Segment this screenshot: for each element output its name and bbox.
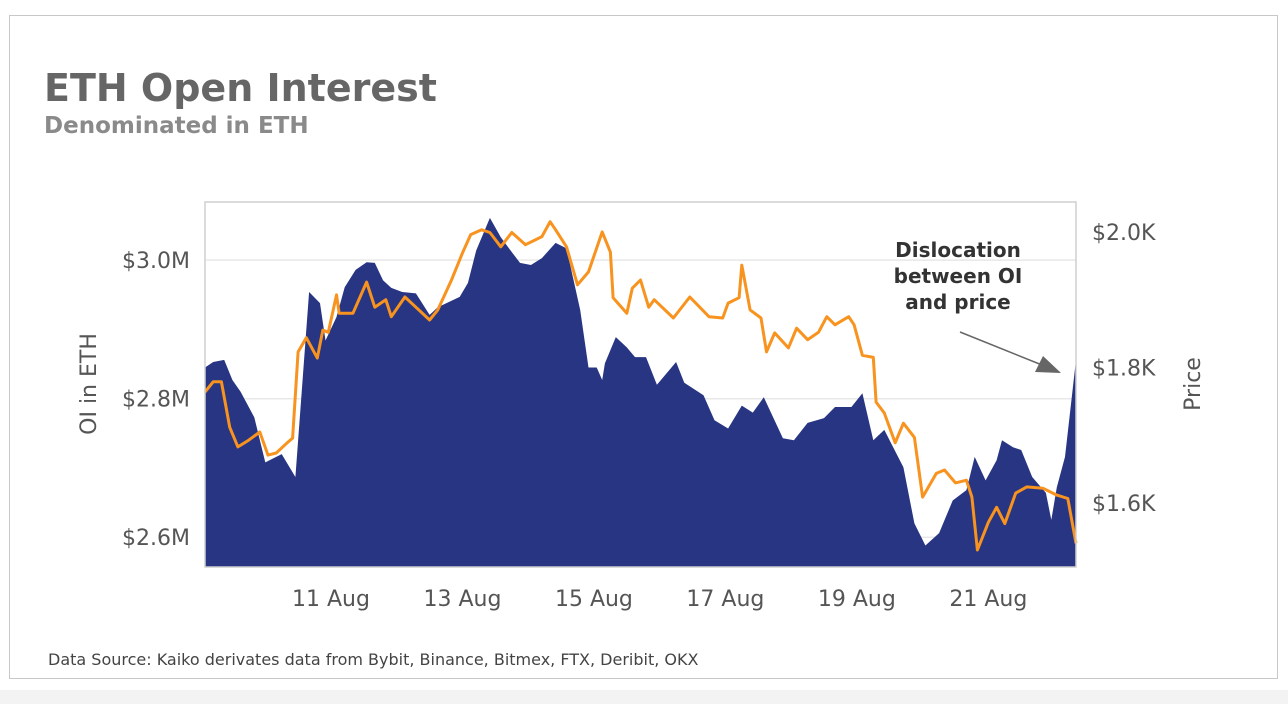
y-tick-label: $3.0M: [122, 249, 190, 274]
annotation-line: Dislocation: [895, 238, 1021, 262]
page-footer-strip: [0, 690, 1288, 704]
x-tick-label: 21 Aug: [949, 587, 1027, 612]
x-tick-label: 19 Aug: [818, 587, 896, 612]
annotation-arrow-line: [959, 331, 1043, 366]
arrow-head-icon: [1035, 356, 1061, 373]
x-tick-label: 11 Aug: [292, 587, 370, 612]
y2-tick-label: $2.0K: [1092, 221, 1156, 246]
plot-frame: [204, 201, 1077, 568]
price-line: [203, 220, 1078, 552]
annotation-line: and price: [905, 290, 1010, 314]
x-tick-label: 13 Aug: [423, 587, 501, 612]
x-tick-label: 17 Aug: [686, 587, 764, 612]
y-axis-title: OI in ETH: [77, 333, 102, 435]
chart-title: ETH Open Interest: [44, 66, 437, 110]
chart-card: [9, 15, 1278, 679]
x-tick-label: 15 Aug: [555, 587, 633, 612]
chart-subtitle: Denominated in ETH: [44, 113, 309, 139]
y-tick-label: $2.8M: [122, 388, 190, 413]
data-source-note: Data Source: Kaiko derivates data from B…: [48, 650, 699, 669]
y2-tick-label: $1.6K: [1092, 492, 1156, 517]
y2-axis-title: Price: [1181, 357, 1206, 411]
y-tick-label: $2.6M: [122, 526, 190, 551]
y2-tick-label: $1.8K: [1092, 357, 1156, 382]
annotation-line: between OI: [894, 264, 1023, 288]
annotation: Dislocation between OI and price: [894, 238, 1061, 373]
oi-area: [205, 217, 1076, 567]
